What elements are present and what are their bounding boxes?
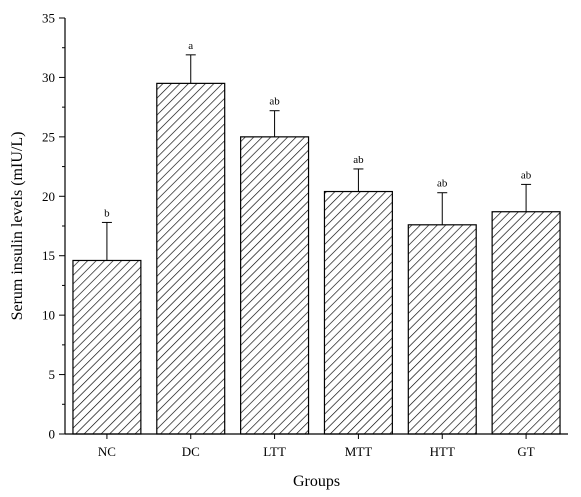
y-tick-label-20: 20 bbox=[42, 189, 55, 204]
x-tick-label-mtt: MTT bbox=[345, 444, 373, 459]
bar-ltt bbox=[240, 136, 310, 435]
x-tick-label-dc: DC bbox=[182, 444, 200, 459]
bar-mtt bbox=[323, 190, 393, 435]
bar-dc bbox=[156, 82, 226, 435]
y-tick-label-30: 30 bbox=[42, 70, 55, 85]
x-tick-label-nc: NC bbox=[98, 444, 116, 459]
y-tick-label-35: 35 bbox=[42, 11, 55, 26]
y-tick-label-15: 15 bbox=[42, 248, 55, 263]
significance-label-nc: b bbox=[104, 207, 110, 219]
bar-htt bbox=[407, 224, 477, 435]
x-tick-label-htt: HTT bbox=[430, 444, 455, 459]
bars-layer bbox=[72, 82, 561, 435]
x-axis-title: Groups bbox=[293, 473, 340, 490]
significance-label-mtt: ab bbox=[353, 154, 364, 166]
bar-gt bbox=[491, 211, 561, 435]
error-bars-layer bbox=[101, 54, 532, 261]
y-axis-title: Serum insulin levels (mIU/L) bbox=[9, 132, 26, 321]
y-tick-label-25: 25 bbox=[42, 129, 55, 144]
significance-label-dc: a bbox=[188, 40, 193, 52]
bar-nc bbox=[72, 259, 142, 435]
significance-label-htt: ab bbox=[437, 178, 448, 190]
y-tick-label-0: 0 bbox=[49, 427, 56, 442]
x-tick-label-ltt: LTT bbox=[263, 444, 286, 459]
significance-label-gt: ab bbox=[521, 169, 532, 181]
y-tick-label-5: 5 bbox=[49, 367, 56, 382]
y-tick-label-10: 10 bbox=[42, 308, 55, 323]
x-tick-label-gt: GT bbox=[517, 444, 534, 459]
significance-labels-layer: b a ab ab ab ab bbox=[104, 40, 532, 220]
significance-label-ltt: ab bbox=[269, 96, 280, 108]
ticks-layer: NC DC LTT MTT HTT GT 0 5 10 15 20 25 30 35 bbox=[42, 11, 535, 460]
